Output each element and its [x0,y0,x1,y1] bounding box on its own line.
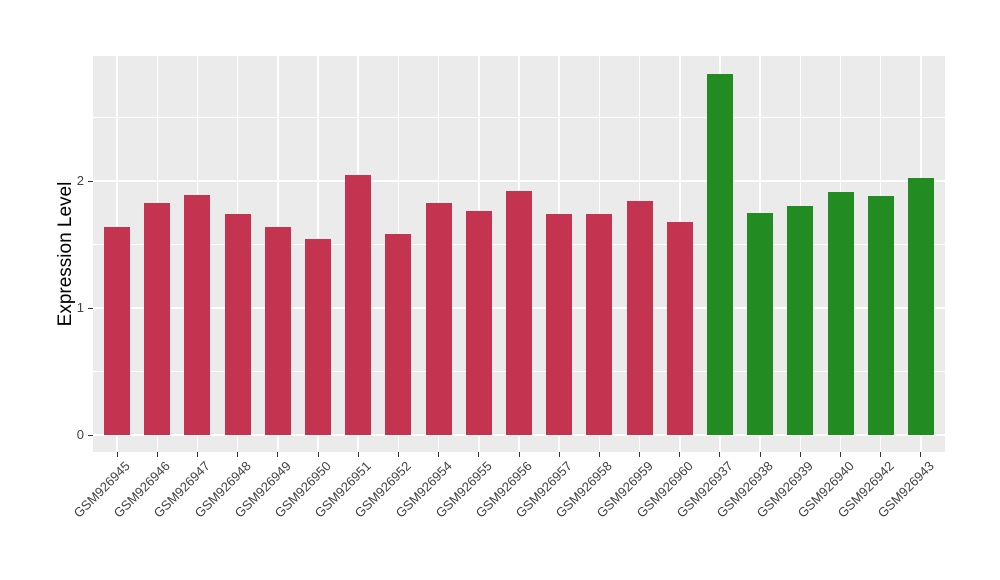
bar-GSM926956 [506,191,532,435]
bar-GSM926943 [907,178,934,435]
x-tick [920,452,922,457]
x-tick [317,452,319,457]
x-tick [438,452,440,457]
bar-GSM926939 [787,206,814,435]
y-tick [88,307,93,309]
bar-GSM926938 [747,212,774,435]
x-tick [478,452,480,457]
y-tick-label: 1 [76,300,84,315]
bar-GSM926952 [385,234,412,435]
x-tick [196,452,198,457]
bar-GSM926945 [104,226,131,435]
bar-GSM926955 [465,211,492,435]
x-tick [759,452,761,457]
bar-GSM926960 [666,221,693,435]
y-tick [88,434,93,436]
x-tick [397,452,399,457]
bar-GSM926958 [586,214,613,435]
bar-GSM926949 [264,226,291,435]
x-tick [357,452,359,457]
x-tick [679,452,681,457]
x-tick [518,452,520,457]
bar-GSM926951 [345,174,372,435]
x-tick [840,452,841,457]
bar-GSM926950 [305,239,332,435]
x-tick [880,452,882,457]
x-tick [116,452,118,457]
bar-GSM926954 [425,202,452,435]
bar-GSM926948 [224,214,251,435]
plot-panel [93,56,945,452]
y-tick-label: 2 [76,173,84,188]
bar-GSM926959 [626,201,653,435]
bar-GSM926942 [867,196,894,435]
y-tick [88,180,93,182]
bar-GSM926940 [827,192,854,435]
bar-GSM926947 [184,194,211,435]
x-tick [598,452,600,457]
x-tick [639,452,641,457]
x-tick [799,452,801,457]
bar-GSM926946 [144,202,171,435]
x-tick [156,452,158,457]
x-tick [237,452,239,457]
x-tick [277,452,279,457]
bar-GSM926937 [706,74,733,435]
y-tick-label: 0 [76,427,84,442]
x-tick [719,452,721,457]
x-tick [558,452,560,457]
bar-GSM926957 [546,214,573,435]
